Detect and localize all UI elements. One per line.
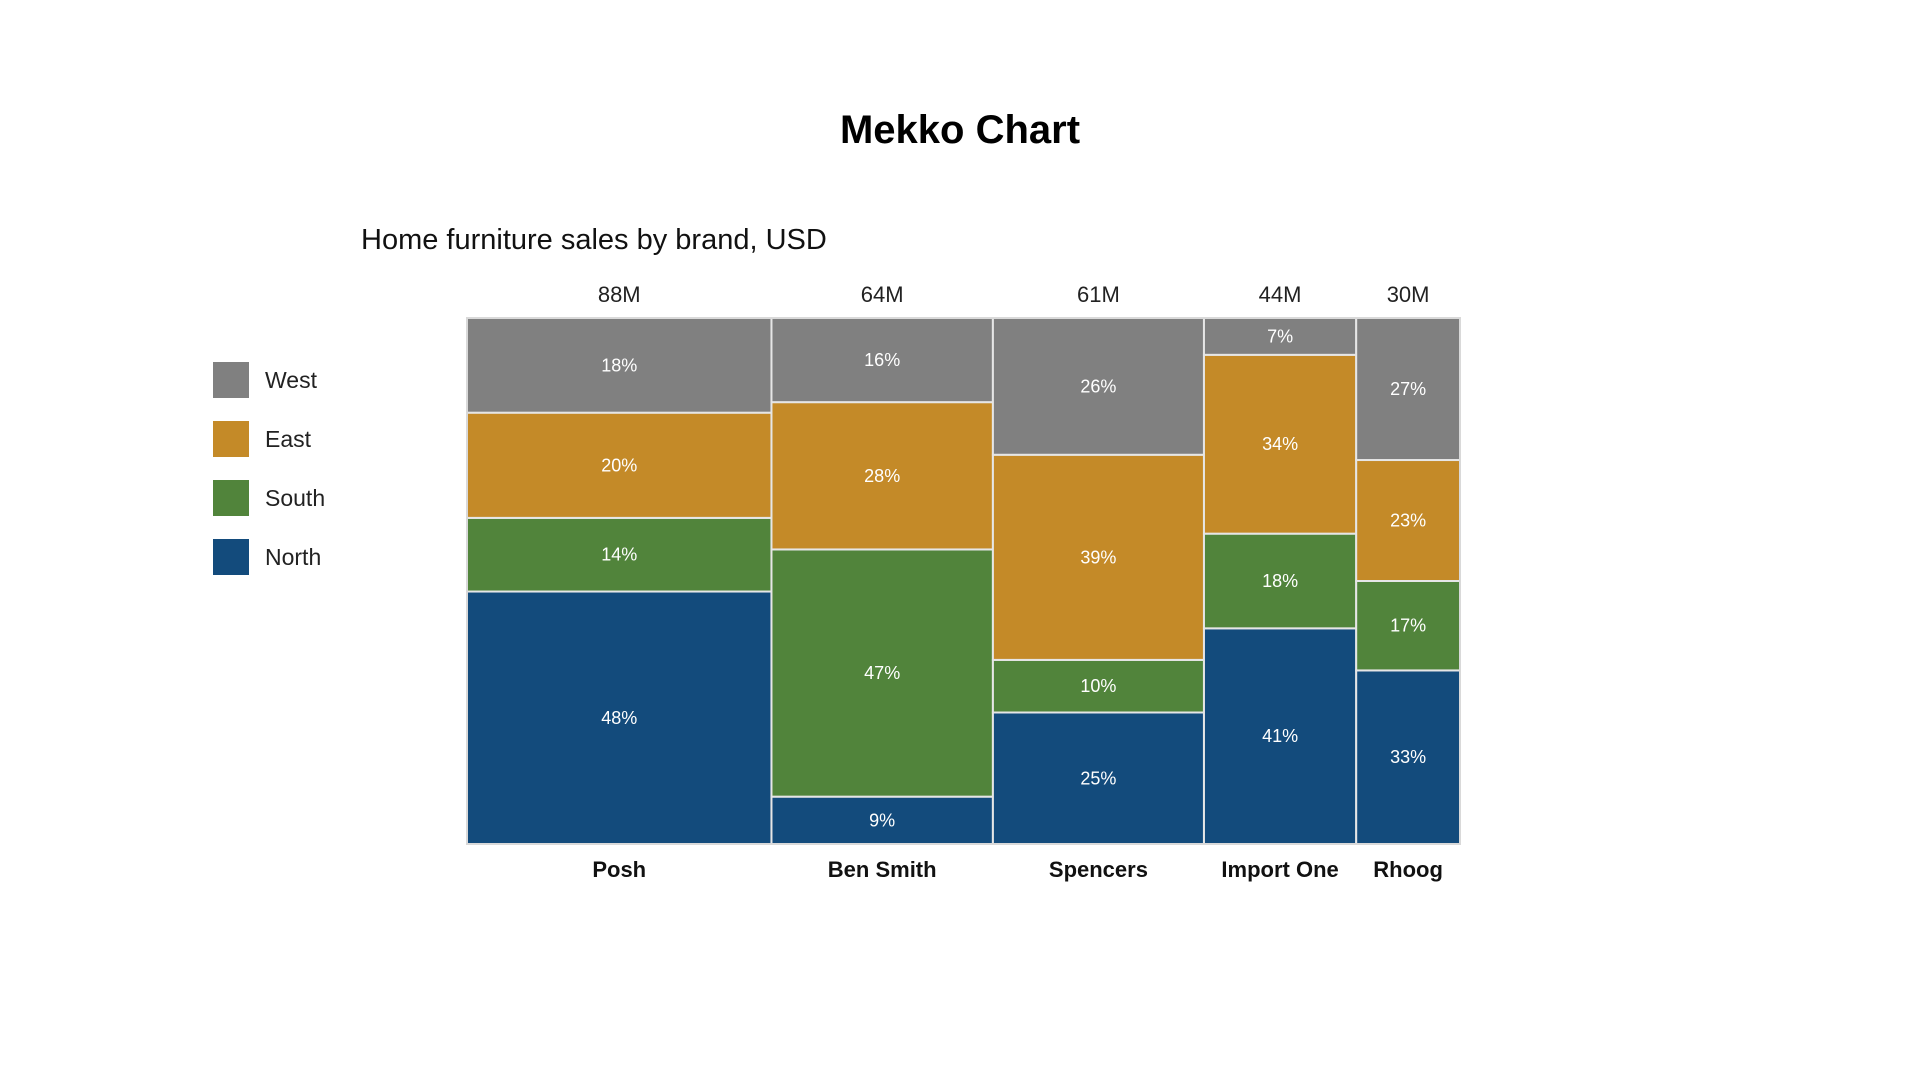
segment-rhoog-west [1355, 317, 1462, 462]
segment-rhoog-south [1355, 580, 1462, 672]
segment-ben-smith-north [770, 795, 994, 845]
legend-swatch-north [213, 539, 249, 575]
segment-import-one-south [1202, 532, 1358, 630]
segment-import-one-north [1202, 627, 1358, 846]
legend-label-east: East [265, 425, 312, 452]
segment-ben-smith-east [770, 401, 994, 551]
chart-title: Mekko Chart [839, 108, 1081, 152]
data-label-ben-smith-north: 9% [869, 810, 895, 830]
legend-swatch-west [213, 362, 249, 398]
legend-item-north: North [213, 539, 325, 575]
legend-swatch-east [213, 421, 249, 457]
category-label-spencers: Spencers [1049, 857, 1148, 882]
legend-label-west: West [265, 366, 317, 393]
total-label-import-one: 44M [1259, 282, 1302, 307]
legend-item-west: West [213, 362, 325, 398]
data-label-import-one-west: 7% [1267, 326, 1293, 346]
data-label-spencers-west: 26% [1080, 376, 1116, 396]
segment-spencers-west [991, 317, 1205, 456]
segment-posh-north [466, 590, 773, 846]
data-label-posh-north: 48% [601, 708, 637, 728]
data-label-import-one-east: 34% [1262, 434, 1298, 454]
total-label-ben-smith: 64M [861, 282, 904, 307]
data-label-spencers-east: 39% [1080, 547, 1116, 567]
segment-rhoog-east [1355, 459, 1462, 582]
legend: West East South North [213, 362, 325, 598]
data-label-import-one-north: 41% [1262, 726, 1298, 746]
legend-label-north: North [265, 543, 322, 570]
data-label-spencers-south: 10% [1080, 676, 1116, 696]
total-label-posh: 88M [598, 282, 641, 307]
total-label-rhoog: 30M [1387, 282, 1430, 307]
data-label-ben-smith-west: 16% [864, 350, 900, 370]
data-label-rhoog-north: 33% [1390, 747, 1426, 767]
segment-import-one-east [1202, 353, 1358, 535]
legend-item-south: South [213, 480, 325, 516]
plot-border [466, 317, 1461, 845]
data-label-ben-smith-east: 28% [864, 466, 900, 486]
category-label-rhoog: Rhoog [1373, 857, 1443, 882]
data-label-ben-smith-south: 47% [864, 663, 900, 683]
data-label-rhoog-east: 23% [1390, 511, 1426, 531]
category-label-posh: Posh [592, 857, 646, 882]
category-label-ben-smith: Ben Smith [828, 857, 937, 882]
data-label-posh-west: 18% [601, 355, 637, 375]
segment-posh-east [466, 411, 773, 519]
data-label-rhoog-south: 17% [1390, 616, 1426, 636]
data-label-rhoog-west: 27% [1390, 379, 1426, 399]
legend-item-east: East [213, 421, 325, 457]
data-label-import-one-south: 18% [1262, 571, 1298, 591]
total-label-spencers: 61M [1077, 282, 1120, 307]
legend-label-south: South [265, 484, 326, 511]
data-label-spencers-north: 25% [1080, 768, 1116, 788]
data-label-posh-south: 14% [601, 545, 637, 565]
segment-ben-smith-south [770, 548, 994, 798]
legend-swatch-south [213, 480, 249, 516]
segment-import-one-west [1202, 317, 1358, 356]
category-label-import-one: Import One [1221, 857, 1338, 882]
chart-subtitle: Home furniture sales by brand, USD [361, 224, 827, 256]
data-label-posh-east: 20% [601, 455, 637, 475]
